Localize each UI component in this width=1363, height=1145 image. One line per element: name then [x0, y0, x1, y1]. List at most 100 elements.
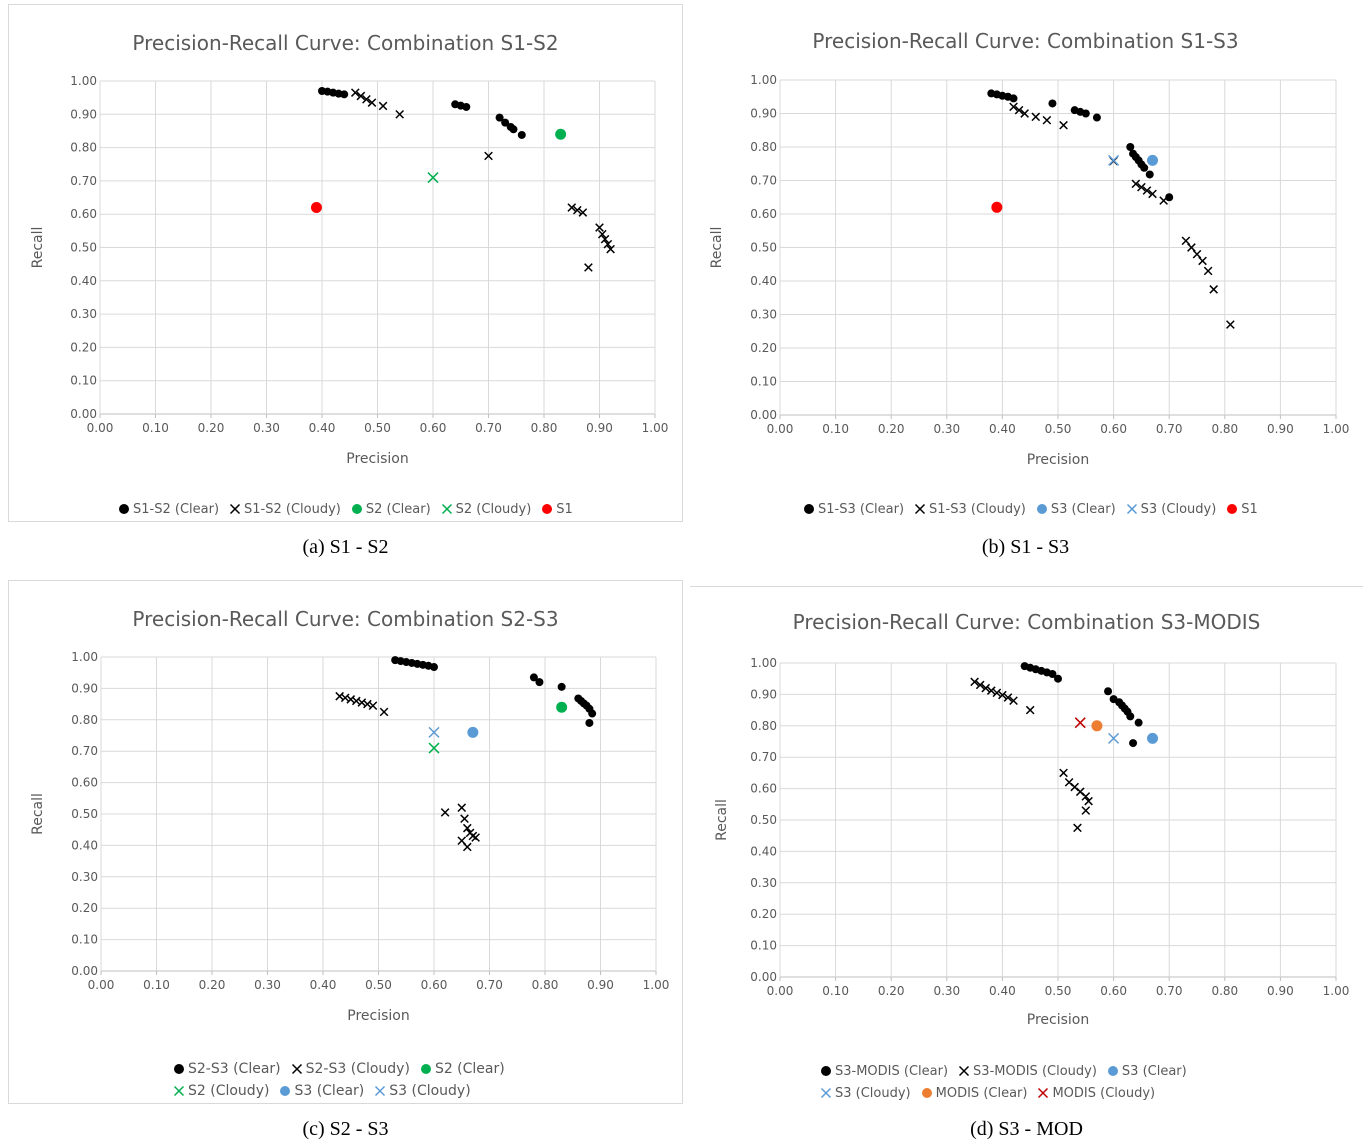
data-point: [1074, 717, 1086, 729]
x-tick-label: 0.60: [421, 978, 448, 992]
y-tick-label: 0.20: [750, 341, 777, 355]
dot-marker-icon: [542, 504, 553, 514]
data-point: [356, 91, 366, 101]
x-marker-icon: [1038, 1087, 1049, 1099]
series-s2-clear: [556, 701, 568, 713]
data-point: [346, 695, 356, 704]
y-tick-label: 0.40: [71, 838, 98, 852]
legend-label: S1-S2 (Cloudy): [244, 501, 341, 517]
x-tick-label: 0.40: [309, 421, 336, 435]
x-tick-label: 0.10: [822, 984, 849, 998]
data-point: [501, 118, 510, 127]
x-marker-icon: [291, 1063, 302, 1075]
chart-s3-modis: Precision-Recall Curve: Combination S3-M…: [714, 610, 1349, 1028]
legend-label: MODIS (Cloudy): [1052, 1085, 1156, 1101]
data-point: [1073, 823, 1082, 833]
data-point: [585, 718, 594, 727]
y-tick-label: 0.30: [71, 870, 98, 884]
series-s3-cloudy: [1108, 154, 1120, 166]
series-s1-s3-clear: [987, 89, 1174, 202]
data-point: [578, 208, 588, 217]
y-tick-label: 0.50: [70, 241, 97, 255]
data-point: [1081, 806, 1091, 815]
data-point: [363, 699, 372, 709]
data-point: [1131, 179, 1141, 189]
y-tick-label: 0.40: [750, 844, 777, 858]
data-point: [430, 663, 438, 672]
gridlines: [779, 79, 1337, 419]
x-tick-label: 0.20: [878, 422, 905, 436]
chart-panel-s1-s3: Precision-Recall Curve: Combination S1-S…: [688, 4, 1363, 522]
y-tick-label: 0.00: [750, 970, 777, 984]
dot-marker-icon: [119, 504, 129, 514]
y-tick-label: 0.00: [750, 408, 777, 422]
y-tick-label: 1.00: [71, 650, 98, 664]
chart-legend: S3-MODIS (Clear) S3-MODIS (Cloudy) S3 (Cle…: [820, 1060, 1270, 1104]
x-tick-label: 0.50: [365, 978, 392, 992]
data-point: [1187, 243, 1196, 252]
data-point: [362, 94, 371, 104]
legend-row: S2 (Cloudy) S3 (Clear) S3 (Cloudy): [173, 1080, 573, 1102]
legend-label: S1-S3 (Clear): [818, 501, 905, 517]
y-tick-label: 0.90: [70, 107, 97, 121]
y-tick-label: 0.90: [71, 681, 98, 695]
data-point: [310, 202, 322, 214]
y-tick-label: 0.30: [750, 876, 777, 890]
x-tick-label: 0.50: [1045, 984, 1072, 998]
data-point: [509, 125, 518, 134]
y-tick-label: 0.20: [750, 907, 777, 921]
data-point: [1165, 193, 1174, 202]
data-point: [1147, 732, 1159, 744]
legend-label: S1: [1241, 501, 1258, 517]
legend-label: S3 (Clear): [1050, 501, 1116, 517]
x-marker-icon: [1126, 503, 1137, 515]
data-point: [340, 693, 350, 703]
data-point: [1129, 739, 1138, 748]
chart-legend: S1-S3 (Clear) S1-S3 (Cloudy) S3 (Clear) S3 …: [803, 498, 1363, 520]
data-point: [1142, 186, 1152, 195]
legend-item: S1: [1226, 502, 1258, 517]
data-point: [1203, 266, 1213, 276]
dot-marker-icon: [280, 1086, 291, 1096]
legend-label: MODIS (Clear): [935, 1085, 1028, 1101]
data-point: [367, 98, 377, 107]
legend-label: S3-MODIS (Clear): [835, 1063, 949, 1079]
data-point: [460, 814, 469, 824]
x-tick-label: 0.20: [199, 978, 226, 992]
legend-row: S1-S2 (Clear) S1-S2 (Cloudy) S2 (Clear) S2 …: [118, 498, 678, 520]
y-tick-label: 0.10: [70, 374, 97, 388]
y-tick-label: 0.70: [70, 174, 97, 188]
data-point: [555, 128, 567, 140]
data-point: [1126, 712, 1135, 721]
caption-b: (b) S1 - S3: [981, 536, 1070, 558]
y-tick-label: 0.80: [70, 141, 97, 155]
y-tick-label: 0.00: [70, 407, 97, 421]
series-s3-clear: [467, 726, 479, 738]
x-marker-icon: [229, 503, 241, 515]
caption-d: (d) S3 - MOD: [970, 1118, 1083, 1140]
dot-marker-icon: [1036, 504, 1047, 514]
data-point: [1009, 696, 1018, 706]
data-point: [379, 707, 389, 717]
data-point: [1003, 693, 1013, 702]
y-tick-label: 0.80: [750, 719, 777, 733]
data-point: [368, 701, 378, 711]
data-point: [1059, 768, 1068, 778]
legend-label: S3 (Cloudy): [389, 1083, 471, 1099]
legend-label: S1: [556, 501, 573, 517]
legend-item: S2 (Clear): [420, 1061, 505, 1077]
y-tick-label: 0.40: [750, 274, 777, 288]
data-point: [1192, 249, 1202, 259]
data-point: [1009, 102, 1018, 112]
x-tick-label: 0.30: [933, 422, 960, 436]
series-s2-cloudy: [428, 742, 440, 754]
chart-title: Precision-Recall Curve: Combination S3-M…: [793, 610, 1261, 634]
legend-label: S1-S2 (Clear): [133, 501, 220, 517]
data-point: [462, 823, 472, 833]
data-point: [1031, 112, 1041, 122]
y-tick-label: 0.90: [750, 107, 777, 121]
data-point: [427, 172, 439, 184]
series-s1-s2-clear: [318, 86, 526, 139]
legend-item: S3 (Clear): [1036, 502, 1116, 517]
data-point: [991, 201, 1003, 213]
